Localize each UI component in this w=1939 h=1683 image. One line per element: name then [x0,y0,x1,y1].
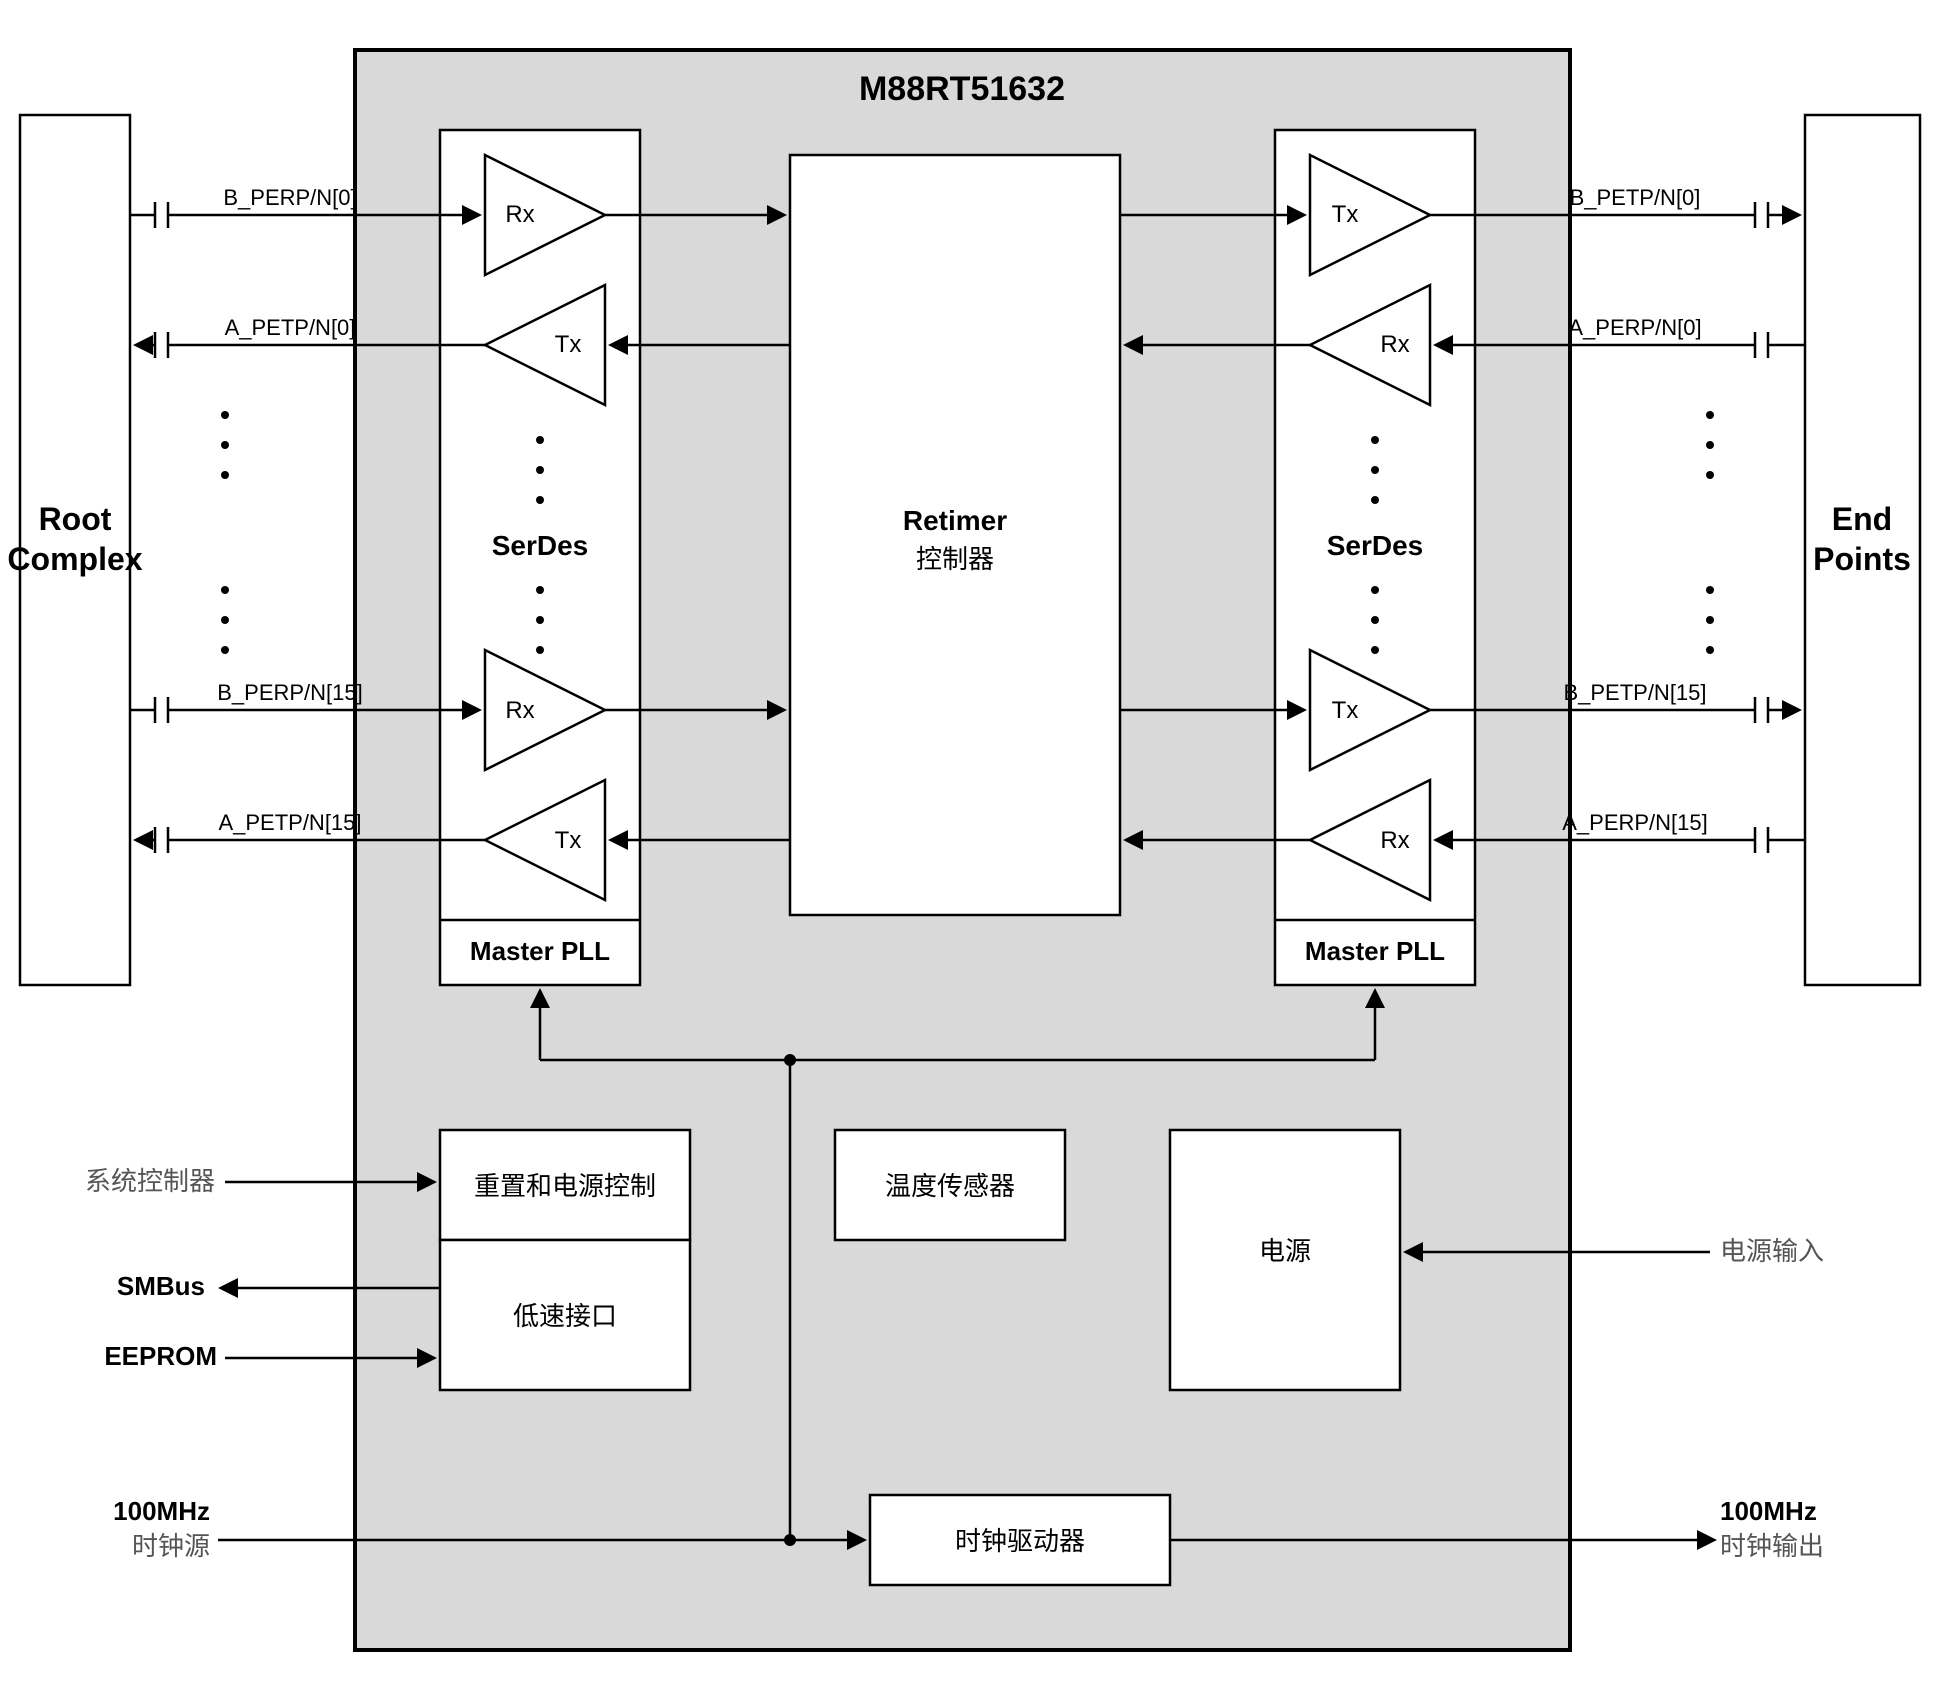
dots-root [221,411,229,654]
sig-b-perp-0: B_PERP/N[0] [223,185,356,210]
eeprom-label: EEPROM [104,1341,217,1371]
amp-left-tx-15-label: Tx [555,827,582,854]
end-points-label-1: End [1832,501,1892,537]
block-diagram: Root Complex End Points M88RT51632 SerDe… [0,0,1939,1683]
sig-a-petp-0: A_PETP/N[0] [225,315,356,340]
clk-in-2: 时钟源 [132,1531,210,1561]
amp-right-rx-15-label: Rx [1380,827,1409,854]
master-pll-right: Master PLL [1305,936,1445,966]
sig-a-petp-15: A_PETP/N[15] [218,810,361,835]
amp-right-tx-0-label: Tx [1332,201,1359,228]
smbus-label: SMBus [117,1271,205,1301]
amp-left-rx-0-label: Rx [505,201,534,228]
clk-out-1: 100MHz [1720,1496,1817,1526]
amp-right-tx-15-label: Tx [1332,697,1359,724]
temp-label: 温度传感器 [885,1171,1015,1201]
sig-b-petp-0: B_PETP/N[0] [1570,185,1701,210]
master-pll-left: Master PLL [470,936,610,966]
amp-left-rx-15-label: Rx [505,697,534,724]
sig-b-petp-15: B_PETP/N[15] [1563,680,1706,705]
end-points-label-2: Points [1813,541,1911,577]
amp-left-tx-0-label: Tx [555,331,582,358]
low-if-label: 低速接口 [513,1301,617,1331]
sig-a-perp-15: A_PERP/N[15] [1562,810,1708,835]
sys-ctrl-label: 系统控制器 [85,1166,215,1196]
clk-drv-label: 时钟驱动器 [955,1526,1085,1556]
power-in-label: 电源输入 [1720,1236,1824,1266]
amp-right-rx-0-label: Rx [1380,331,1409,358]
clk-out-2: 时钟输出 [1720,1531,1824,1561]
sig-b-perp-15: B_PERP/N[15] [217,680,363,705]
root-complex-label-1: Root [39,501,112,537]
chip-title: M88RT51632 [859,70,1065,108]
retimer-label-1: Retimer [903,505,1007,536]
sig-a-perp-0: A_PERP/N[0] [1568,315,1701,340]
power-label: 电源 [1259,1236,1311,1266]
clk-in-1: 100MHz [113,1496,210,1526]
reset-ctrl-label: 重置和电源控制 [474,1171,656,1201]
dots-endpoints [1706,411,1714,654]
root-complex-label-2: Complex [7,541,142,577]
serdes-left-label: SerDes [492,530,589,561]
serdes-right-label: SerDes [1327,530,1424,561]
retimer-label-2: 控制器 [916,544,994,574]
